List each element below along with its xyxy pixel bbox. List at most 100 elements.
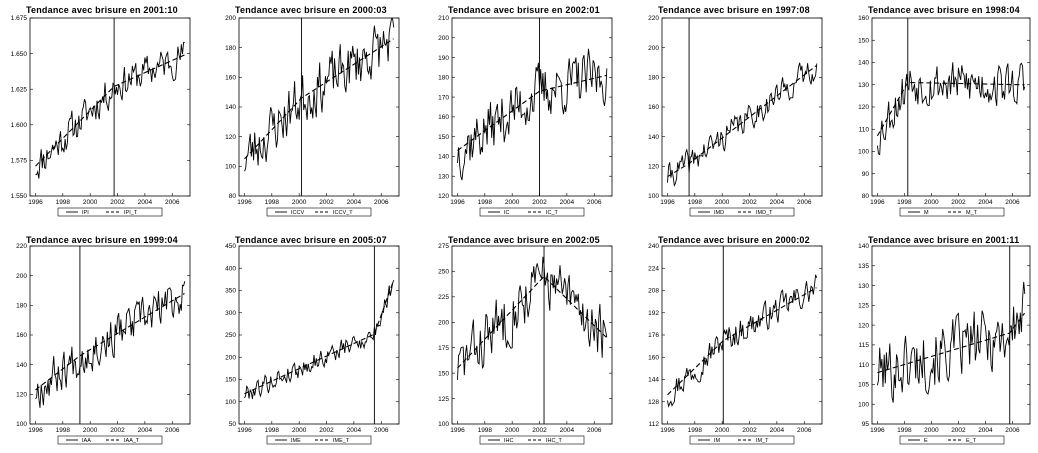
y-tick-label: 200 — [438, 35, 449, 42]
x-tick-label: 2000 — [505, 199, 520, 206]
x-tick-label: 2002 — [951, 199, 966, 206]
x-tick-label: 2006 — [797, 427, 812, 434]
trend-line-IM_T — [667, 287, 817, 396]
x-tick-label: 2006 — [374, 427, 389, 434]
x-tick-label: 1996 — [28, 427, 43, 434]
y-tick-label: 180 — [16, 303, 27, 310]
y-tick-label: 100 — [225, 399, 236, 406]
y-tick-label: 1.675 — [11, 15, 28, 22]
y-tick-label: 220 — [16, 243, 27, 250]
y-tick-label: 100 — [16, 421, 27, 428]
legend-label: IPI — [82, 210, 89, 216]
y-tick-label: 160 — [438, 114, 449, 121]
trend-line-E_T — [877, 312, 1026, 374]
y-tick-label: 130 — [858, 82, 869, 89]
x-tick-label: 1998 — [688, 427, 703, 434]
y-tick-label: 350 — [225, 288, 236, 295]
trend-line-IMD_T — [667, 65, 817, 178]
y-tick-label: 100 — [858, 401, 869, 408]
y-tick-label: 150 — [438, 370, 449, 377]
x-tick-label: 2002 — [319, 427, 334, 434]
x-tick-label: 1998 — [56, 427, 71, 434]
legend-label: E — [924, 438, 928, 444]
legend-label: IME — [291, 438, 301, 444]
legend-label: ICCV — [291, 210, 304, 216]
x-tick-label: 2006 — [587, 199, 602, 206]
x-tick-label: 2002 — [110, 427, 125, 434]
x-tick-label: 2004 — [770, 427, 785, 434]
chart-panel: Tendance avec brisure en 2002:01 120 130 14… — [438, 5, 613, 217]
y-tick-label: 208 — [648, 288, 659, 295]
plot-frame — [238, 17, 400, 197]
legend-label: M_T — [966, 210, 978, 216]
y-tick-label: 100 — [225, 164, 236, 171]
y-tick-label: 100 — [438, 421, 449, 428]
y-tick-label: 250 — [438, 269, 449, 276]
x-tick-label: 1996 — [870, 199, 885, 206]
y-tick-label: 400 — [225, 265, 236, 272]
x-tick-label: 2000 — [292, 427, 307, 434]
x-tick-label: 1998 — [897, 199, 912, 206]
legend-label: IM — [714, 438, 721, 444]
trend-line-IC_T — [457, 74, 607, 151]
legend-box — [479, 207, 585, 217]
y-tick-label: 180 — [648, 75, 659, 82]
legend-box — [57, 435, 163, 445]
y-tick-label: 110 — [859, 362, 870, 369]
trend-line-M_T — [876, 81, 1025, 137]
y-tick-label: 125 — [858, 303, 869, 310]
y-tick-label: 100 — [858, 149, 869, 156]
y-tick-label: 120 — [16, 392, 27, 399]
y-tick-label: 160 — [648, 354, 659, 361]
x-tick-label: 2002 — [110, 199, 125, 206]
y-tick-label: 224 — [648, 265, 659, 272]
legend-box — [57, 207, 163, 217]
series-line-IAA — [35, 281, 186, 408]
chart-panel: Tendance avec brisure en 2001:11 95 100 105… — [858, 235, 1031, 445]
x-tick-label: 2004 — [347, 427, 362, 434]
legend-label: IM_T — [756, 438, 769, 444]
y-tick-label: 170 — [438, 94, 449, 101]
y-tick-label: 128 — [648, 399, 659, 406]
y-tick-label: 120 — [648, 164, 659, 171]
x-tick-label: 2006 — [1005, 427, 1020, 434]
x-tick-label: 2002 — [951, 427, 966, 434]
chart-title: Tendance avec brisure en 1998:04 — [868, 5, 1020, 15]
x-tick-label: 2000 — [83, 427, 98, 434]
x-tick-label: 2004 — [138, 427, 153, 434]
plot-frame — [871, 245, 1031, 425]
y-tick-label: 135 — [858, 263, 869, 270]
legend-label: ICCV_T — [333, 210, 353, 216]
x-tick-label: 1998 — [478, 427, 493, 434]
x-tick-label: 1996 — [450, 427, 465, 434]
y-tick-label: 200 — [225, 354, 236, 361]
y-tick-label: 200 — [225, 15, 236, 22]
y-tick-label: 140 — [16, 362, 27, 369]
legend-label: IMD_T — [756, 210, 773, 216]
chart-title: Tendance avec brisure en 2002:05 — [448, 235, 600, 245]
chart-title: Tendance avec brisure en 2001:11 — [868, 235, 1019, 245]
chart-title: Tendance avec brisure en 2002:01 — [448, 5, 600, 15]
x-tick-label: 2006 — [165, 199, 180, 206]
trend-line-ICCV_T — [244, 38, 394, 160]
chart-title: Tendance avec brisure en 2001:10 — [26, 5, 178, 15]
legend-box — [689, 435, 795, 445]
chart-title: Tendance avec brisure en 2000:03 — [235, 5, 387, 15]
plot-frame — [238, 245, 400, 425]
legend-label: IHC — [504, 438, 514, 444]
y-tick-label: 140 — [225, 104, 236, 111]
y-tick-label: 120 — [858, 104, 869, 111]
x-tick-label: 2004 — [560, 199, 575, 206]
chart-title: Tendance avec brisure en 2000:02 — [658, 235, 810, 245]
legend-label: IPI_T — [124, 210, 138, 216]
x-tick-label: 1998 — [478, 199, 493, 206]
y-tick-label: 140 — [858, 60, 869, 67]
y-tick-label: 150 — [858, 37, 869, 44]
y-tick-label: 250 — [225, 332, 236, 339]
x-tick-label: 2004 — [770, 199, 785, 206]
y-tick-label: 50 — [229, 421, 237, 428]
series-line-IHC — [457, 256, 608, 380]
chart-panel: Tendance avec brisure en 2000:02 112 128 14… — [648, 235, 823, 445]
x-tick-label: 1998 — [688, 199, 703, 206]
